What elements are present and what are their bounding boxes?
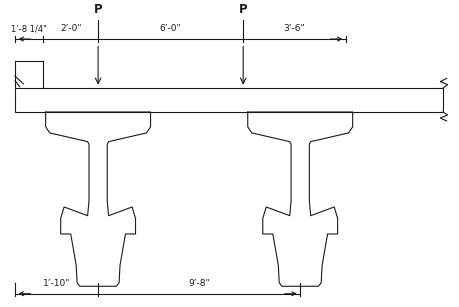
Text: 1’-10": 1’-10" (43, 279, 70, 288)
Text: 2’-0": 2’-0" (60, 24, 82, 33)
Text: P: P (239, 3, 247, 16)
Text: P: P (94, 3, 102, 16)
Text: 9’-8": 9’-8" (188, 279, 210, 288)
Text: 3’-6": 3’-6" (284, 24, 305, 33)
Text: 6’-0": 6’-0" (160, 24, 181, 33)
Bar (15, 88, 443, 112)
Text: 1’-8 1/4": 1’-8 1/4" (11, 24, 47, 33)
